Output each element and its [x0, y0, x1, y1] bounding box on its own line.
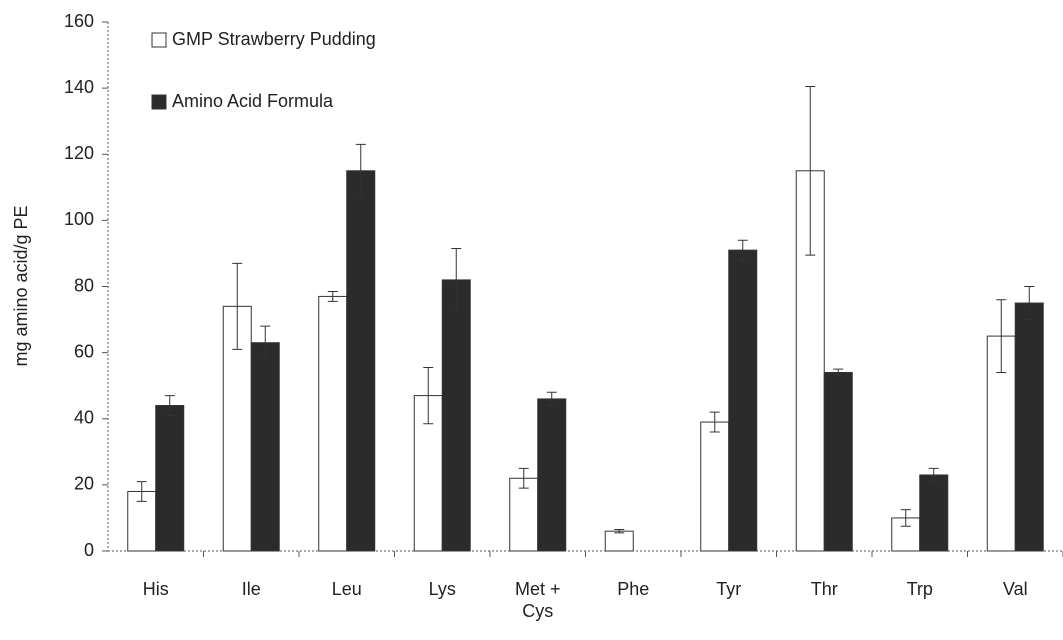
bar	[823, 371, 853, 552]
legend-swatch	[151, 32, 167, 48]
y-tick-label: 20	[74, 474, 94, 494]
y-tick-label: 80	[74, 275, 94, 295]
error-bar	[900, 509, 911, 527]
x-tick-label: Tyr	[716, 579, 742, 599]
x-tick-label: Met + Cys	[514, 579, 561, 621]
error-bar	[327, 290, 338, 302]
legend-label: Amino Acid Formula	[172, 91, 334, 111]
error-bar	[451, 247, 462, 312]
error-bar	[546, 391, 557, 407]
bar	[441, 279, 471, 552]
bar	[728, 249, 758, 552]
x-tick-label: Leu	[331, 579, 362, 599]
y-tick-label: 120	[64, 143, 94, 163]
bar	[346, 170, 376, 552]
bar	[318, 295, 348, 552]
bar	[537, 398, 567, 552]
error-bar	[232, 262, 243, 350]
error-bar	[164, 395, 175, 416]
error-bar	[928, 467, 939, 483]
x-tick-label: Val	[1002, 579, 1028, 599]
bar	[155, 405, 185, 552]
y-tick-label: 40	[74, 408, 94, 428]
error-bar	[614, 529, 625, 534]
error-bar	[1024, 286, 1035, 321]
legend-label: GMP Strawberry Pudding	[172, 29, 376, 49]
error-bar	[833, 368, 844, 377]
error-bar	[737, 239, 748, 261]
y-tick-label: 140	[64, 77, 94, 97]
y-tick-label: 160	[64, 11, 94, 31]
bar	[509, 477, 539, 552]
x-tick-label: Thr	[810, 579, 838, 599]
y-tick-label: 0	[84, 540, 94, 560]
bar	[919, 474, 949, 552]
y-tick-label: 100	[64, 209, 94, 229]
error-bar	[518, 467, 529, 489]
legend-swatch	[151, 94, 167, 110]
bar	[250, 342, 280, 552]
error-bar	[996, 299, 1007, 373]
x-tick-label: Phe	[617, 579, 650, 599]
error-bar	[423, 367, 434, 425]
x-tick-label: His	[142, 579, 169, 599]
x-tick-label: Trp	[906, 579, 933, 599]
bar	[604, 530, 634, 552]
y-tick-label: 60	[74, 341, 94, 361]
bar	[1014, 302, 1044, 552]
error-bar	[355, 143, 366, 198]
y-axis-label: mg amino acid/g PE	[11, 205, 31, 366]
x-tick-label: Lys	[428, 579, 456, 599]
error-bar	[136, 481, 147, 502]
error-bar	[260, 325, 271, 360]
error-bar	[805, 85, 816, 256]
error-bar	[709, 411, 720, 433]
x-tick-label: Ile	[241, 579, 261, 599]
bar	[700, 421, 730, 552]
